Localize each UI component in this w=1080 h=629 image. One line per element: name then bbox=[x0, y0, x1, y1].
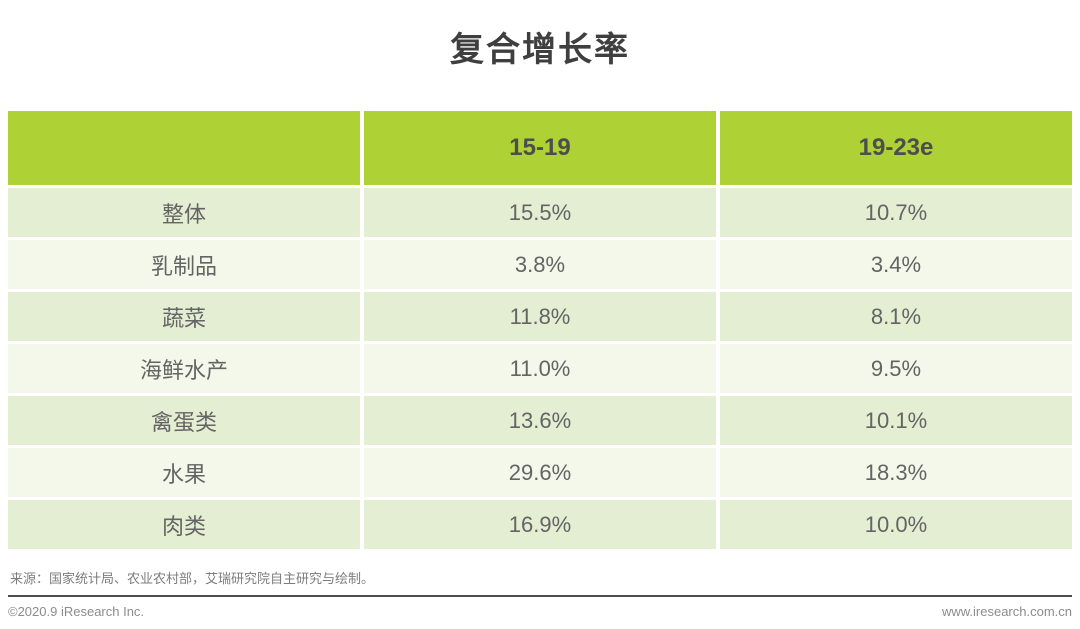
row-label: 肉类 bbox=[8, 500, 360, 549]
row-value-15-19: 29.6% bbox=[364, 448, 716, 497]
row-value-15-19: 13.6% bbox=[364, 396, 716, 445]
column-header-15-19: 15-19 bbox=[364, 111, 716, 185]
row-value-19-23e: 18.3% bbox=[720, 448, 1072, 497]
column-header-category bbox=[8, 111, 360, 185]
report-footer: 来源：国家统计局、农业农村部，艾瑞研究院自主研究与绘制。 ©2020.9 iRe… bbox=[0, 568, 1080, 629]
row-value-19-23e: 10.7% bbox=[720, 188, 1072, 237]
row-value-19-23e: 10.0% bbox=[720, 500, 1072, 549]
row-value-19-23e: 8.1% bbox=[720, 292, 1072, 341]
row-label: 禽蛋类 bbox=[8, 396, 360, 445]
copyright-text: ©2020.9 iResearch Inc. bbox=[8, 604, 145, 619]
row-label: 海鲜水产 bbox=[8, 344, 360, 393]
row-value-19-23e: 9.5% bbox=[720, 344, 1072, 393]
row-label: 乳制品 bbox=[8, 240, 360, 289]
row-label: 整体 bbox=[8, 188, 360, 237]
row-value-15-19: 11.8% bbox=[364, 292, 716, 341]
footer-bottom-bar: ©2020.9 iResearch Inc. www.iresearch.com… bbox=[8, 597, 1072, 619]
website-url: www.iresearch.com.cn bbox=[941, 604, 1072, 619]
growth-rate-table: 15-19 19-23e 整体 15.5% 10.7% 乳制品 3.8% 3.4… bbox=[8, 111, 1072, 549]
row-value-15-19: 3.8% bbox=[364, 240, 716, 289]
page-title: 复合增长率 bbox=[450, 31, 630, 69]
row-value-15-19: 16.9% bbox=[364, 500, 716, 549]
row-value-15-19: 15.5% bbox=[364, 188, 716, 237]
row-label: 蔬菜 bbox=[8, 292, 360, 341]
column-header-19-23e: 19-23e bbox=[720, 111, 1072, 185]
row-value-15-19: 11.0% bbox=[364, 344, 716, 393]
footer-divider bbox=[8, 595, 1072, 597]
row-value-19-23e: 10.1% bbox=[720, 396, 1072, 445]
row-value-19-23e: 3.4% bbox=[720, 240, 1072, 289]
source-note: 来源：国家统计局、农业农村部，艾瑞研究院自主研究与绘制。 bbox=[10, 571, 375, 586]
row-label: 水果 bbox=[8, 448, 360, 497]
